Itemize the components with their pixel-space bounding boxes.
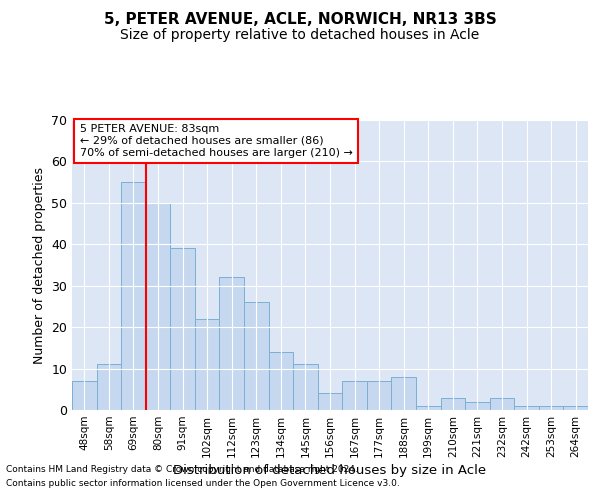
Text: 5, PETER AVENUE, ACLE, NORWICH, NR13 3BS: 5, PETER AVENUE, ACLE, NORWICH, NR13 3BS <box>104 12 496 28</box>
Bar <box>293 364 318 410</box>
Text: 5 PETER AVENUE: 83sqm
← 29% of detached houses are smaller (86)
70% of semi-deta: 5 PETER AVENUE: 83sqm ← 29% of detached … <box>80 124 353 158</box>
Bar <box>391 377 416 410</box>
Bar <box>514 406 539 410</box>
Y-axis label: Number of detached properties: Number of detached properties <box>32 166 46 364</box>
Bar <box>220 278 244 410</box>
Text: Contains public sector information licensed under the Open Government Licence v3: Contains public sector information licen… <box>6 479 400 488</box>
Bar <box>416 406 440 410</box>
Bar <box>121 182 146 410</box>
Bar <box>195 319 220 410</box>
Text: Size of property relative to detached houses in Acle: Size of property relative to detached ho… <box>121 28 479 42</box>
Bar <box>342 381 367 410</box>
Bar <box>244 302 269 410</box>
Bar <box>440 398 465 410</box>
Text: Contains HM Land Registry data © Crown copyright and database right 2024.: Contains HM Land Registry data © Crown c… <box>6 466 358 474</box>
Bar <box>465 402 490 410</box>
Bar <box>72 381 97 410</box>
Bar <box>539 406 563 410</box>
Bar <box>563 406 588 410</box>
Bar <box>490 398 514 410</box>
Bar <box>367 381 391 410</box>
Bar <box>146 203 170 410</box>
Bar <box>269 352 293 410</box>
Bar <box>97 364 121 410</box>
Bar <box>170 248 195 410</box>
X-axis label: Distribution of detached houses by size in Acle: Distribution of detached houses by size … <box>173 464 487 477</box>
Bar <box>318 394 342 410</box>
